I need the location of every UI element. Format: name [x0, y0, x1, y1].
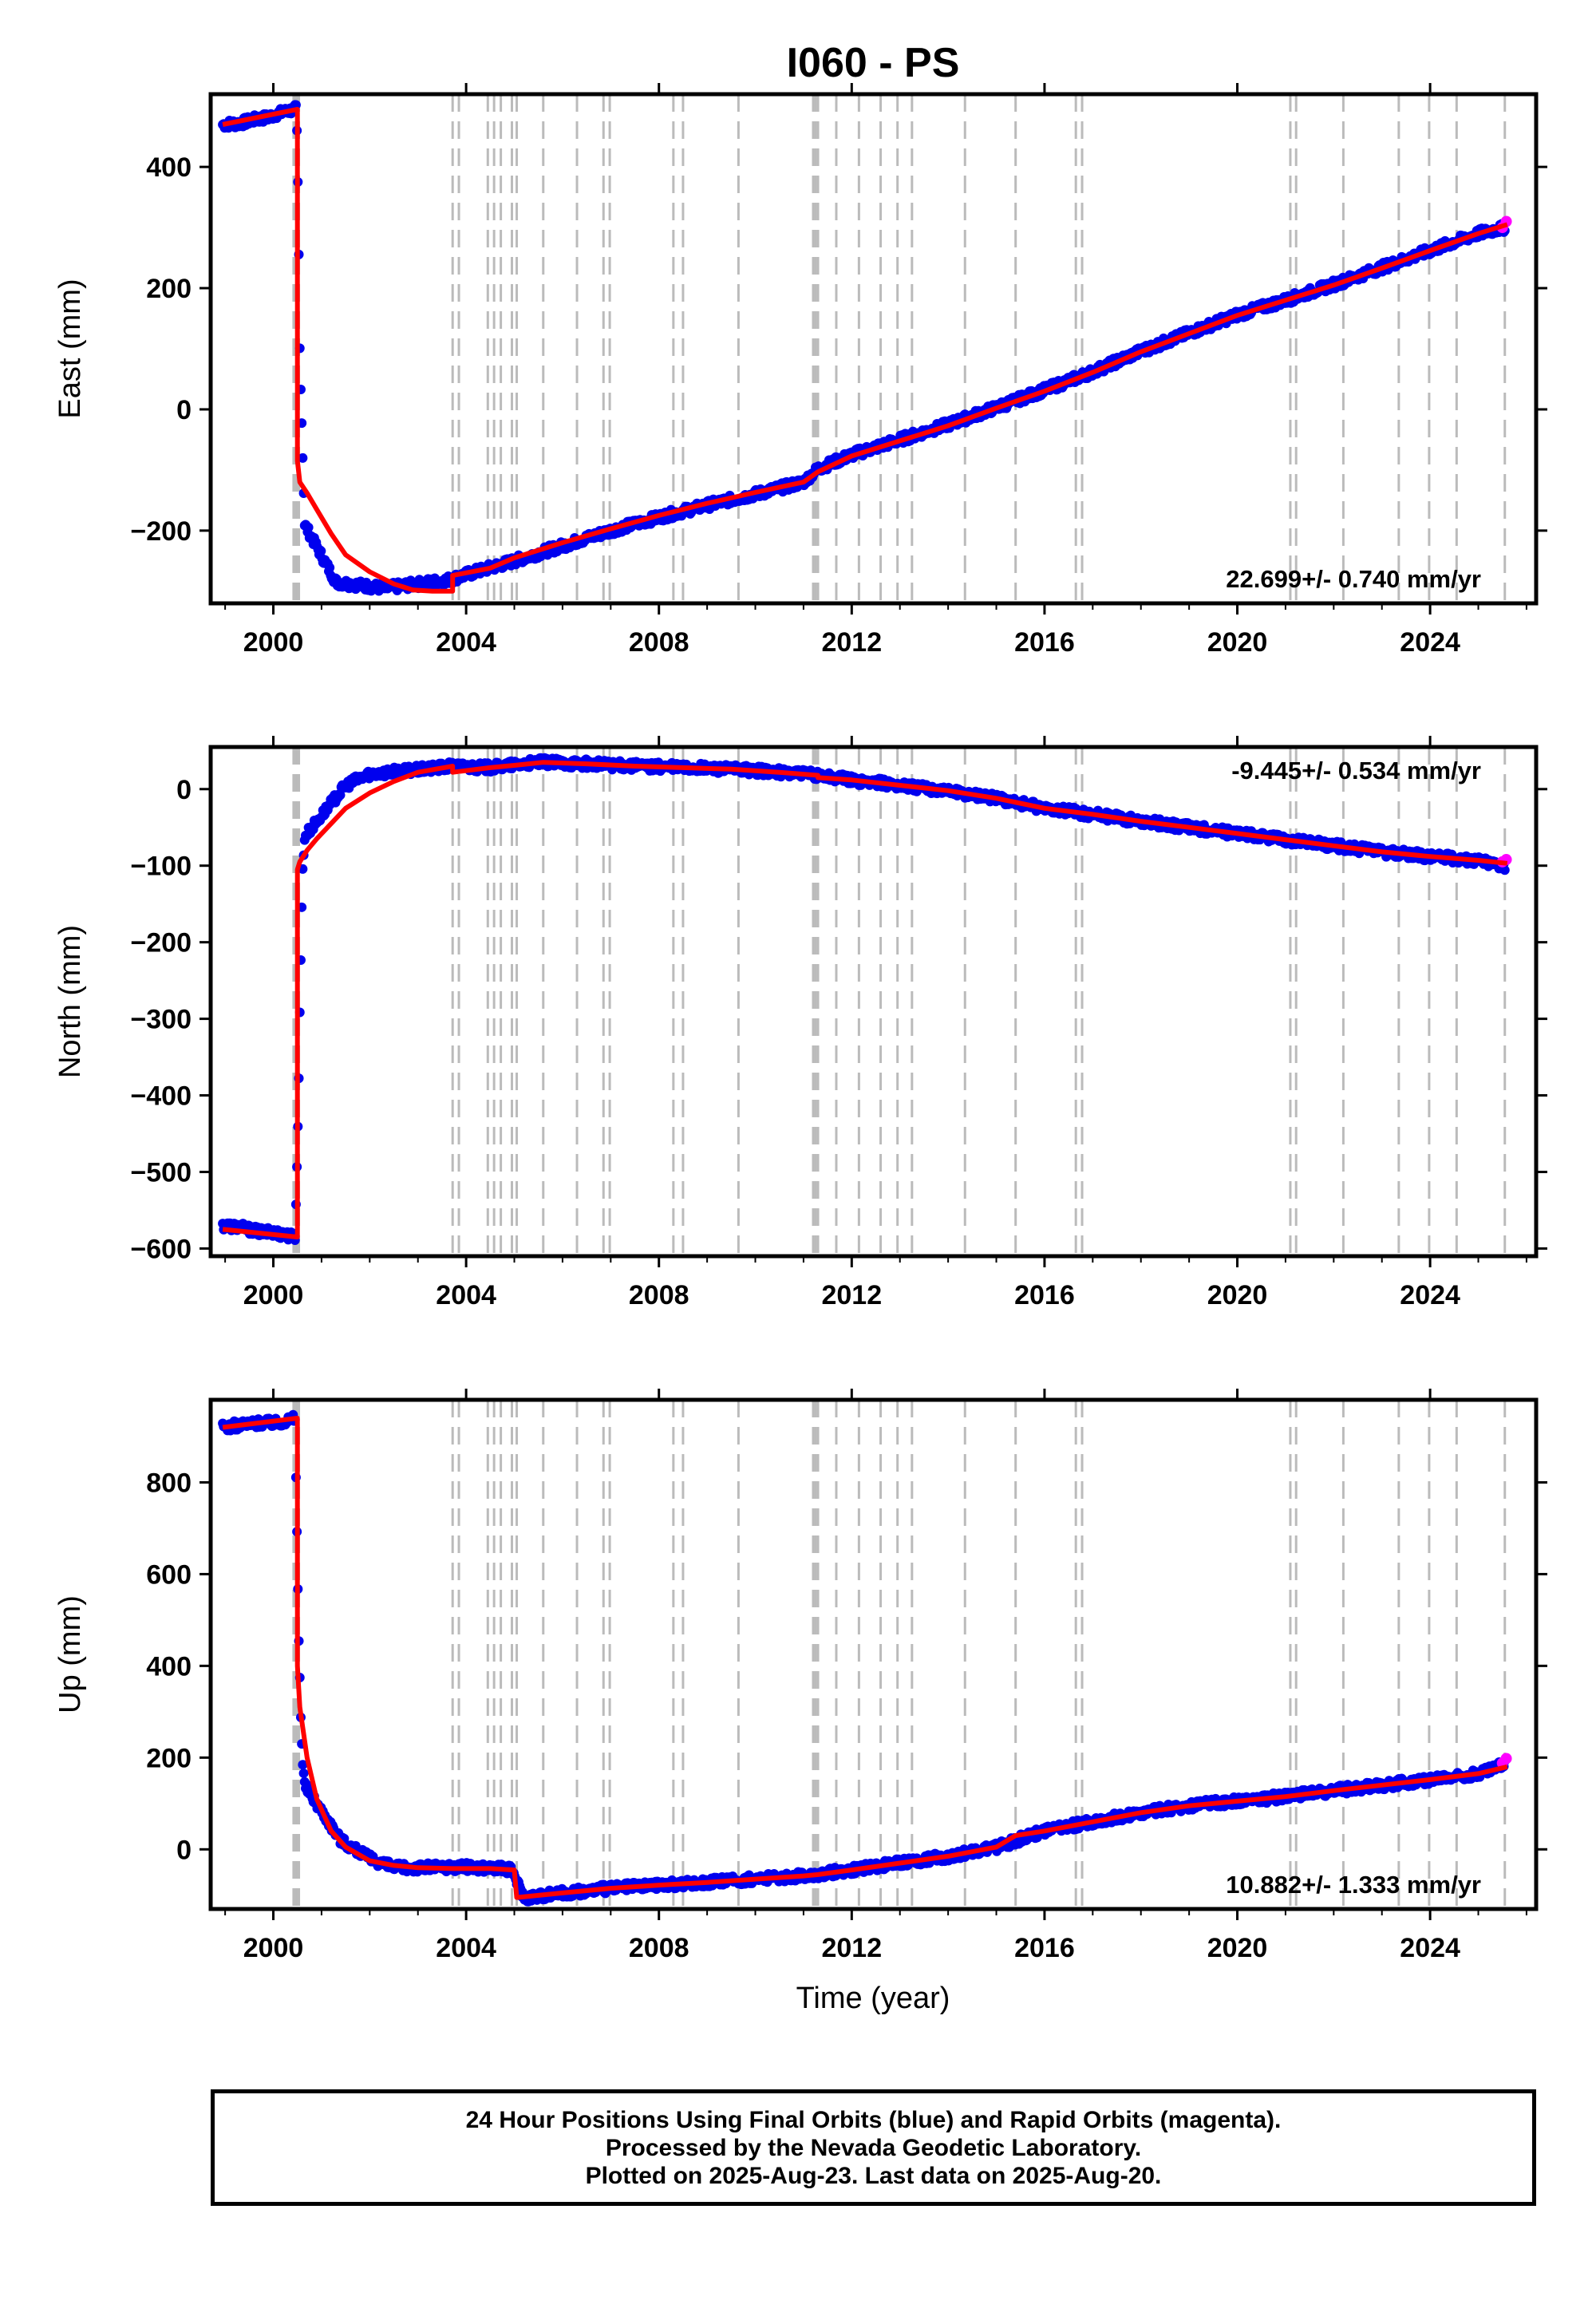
x-tick-label: 2020	[1207, 627, 1268, 658]
x-tick-label: 2004	[436, 1933, 496, 1963]
velocity-label-up: 10.882+/- 1.333 mm/yr	[1226, 1871, 1481, 1899]
model-line	[222, 760, 1508, 1239]
panel-north: −600 −500 −400 −300 −200 −100 0 2000 2004 2008 201…	[53, 736, 1547, 1310]
footer-note-box: 24 Hour Positions Using Final Orbits (bl…	[211, 2089, 1536, 2206]
x-tick-label: 2024	[1400, 1280, 1460, 1310]
panel-east: −200 0 200 400 2000 2004 2008 2012 2016 2020 2024 E…	[53, 83, 1547, 658]
data-point	[298, 1768, 309, 1778]
y-tick-label: −200	[130, 928, 192, 958]
velocity-label-north: -9.445+/- 0.534 mm/yr	[1231, 757, 1481, 785]
x-tick-label: 2012	[821, 1933, 882, 1963]
x-tick-label: 2024	[1400, 627, 1460, 658]
panel-frame	[208, 745, 1539, 1259]
x-tick-label: 2000	[243, 1933, 304, 1963]
data-point	[316, 546, 326, 556]
y-tick-label: 0	[176, 1835, 192, 1865]
x-tick-label: 2008	[629, 1280, 689, 1310]
y-tick-label: 800	[146, 1468, 192, 1498]
x-tick-label: 2012	[821, 1280, 882, 1310]
x-tick-label: 2020	[1207, 1280, 1268, 1310]
y-tick-label: 200	[146, 1743, 192, 1773]
footer-line-3: Plotted on 2025-Aug-23. Last data on 202…	[585, 2162, 1162, 2189]
panel-up: 0 200 400 600 800 2000 2004 2008 2012 2016 2020 202…	[53, 1389, 1547, 1963]
x-tick-label: 2016	[1014, 1933, 1075, 1963]
footer-line-2: Processed by the Nevada Geodetic Laborat…	[605, 2134, 1142, 2161]
x-tick-label: 2004	[436, 1280, 496, 1310]
data-point	[325, 563, 335, 573]
data-point	[298, 1760, 308, 1770]
y-tick-label: −200	[130, 516, 192, 547]
footer-line-1: 24 Hour Positions Using Final Orbits (bl…	[465, 2106, 1282, 2133]
x-tick-label: 2004	[436, 627, 496, 658]
y-tick-label: 400	[146, 152, 192, 183]
panel-frame	[208, 92, 1539, 606]
chart-title: I060 - PS	[787, 40, 960, 86]
x-tick-label: 2008	[629, 627, 689, 658]
y-tick-label: 0	[176, 775, 192, 805]
rapid-point	[1500, 1753, 1512, 1765]
y-axis-label-east: East (mm)	[53, 279, 87, 418]
y-tick-label: 400	[146, 1651, 192, 1682]
y-axis-label-north: North (mm)	[53, 925, 87, 1078]
panel-frame	[208, 1397, 1539, 1911]
series-final-orbits	[218, 1409, 1512, 1907]
y-tick-label: 0	[176, 395, 192, 425]
x-tick-label: 2000	[243, 627, 304, 658]
data-point	[335, 790, 346, 800]
y-tick-label: 600	[146, 1559, 192, 1590]
model-line	[222, 1416, 1508, 1900]
data-point	[303, 522, 314, 532]
y-tick-label: 200	[146, 274, 192, 304]
x-tick-label: 2012	[821, 627, 882, 658]
x-tick-label: 2016	[1014, 1280, 1075, 1310]
y-tick-label: −500	[130, 1157, 192, 1188]
model-line	[222, 107, 1508, 594]
x-tick-label: 2000	[243, 1280, 304, 1310]
x-tick-label: 2020	[1207, 1933, 1268, 1963]
x-axis-label: Time (year)	[796, 1982, 950, 2015]
velocity-label-east: 22.699+/- 0.740 mm/yr	[1226, 565, 1481, 593]
y-axis-label-up: Up (mm)	[53, 1595, 87, 1713]
x-tick-label: 2008	[629, 1933, 689, 1963]
x-tick-label: 2024	[1400, 1933, 1460, 1963]
data-point	[298, 453, 308, 463]
y-tick-label: −100	[130, 852, 192, 882]
series-final-orbits	[218, 100, 1512, 596]
data-point	[1499, 865, 1510, 875]
x-tick-label: 2016	[1014, 627, 1075, 658]
y-tick-label: −300	[130, 1005, 192, 1035]
y-tick-label: −400	[130, 1081, 192, 1112]
y-tick-label: −600	[130, 1234, 192, 1264]
series-final-orbits	[218, 753, 1512, 1245]
